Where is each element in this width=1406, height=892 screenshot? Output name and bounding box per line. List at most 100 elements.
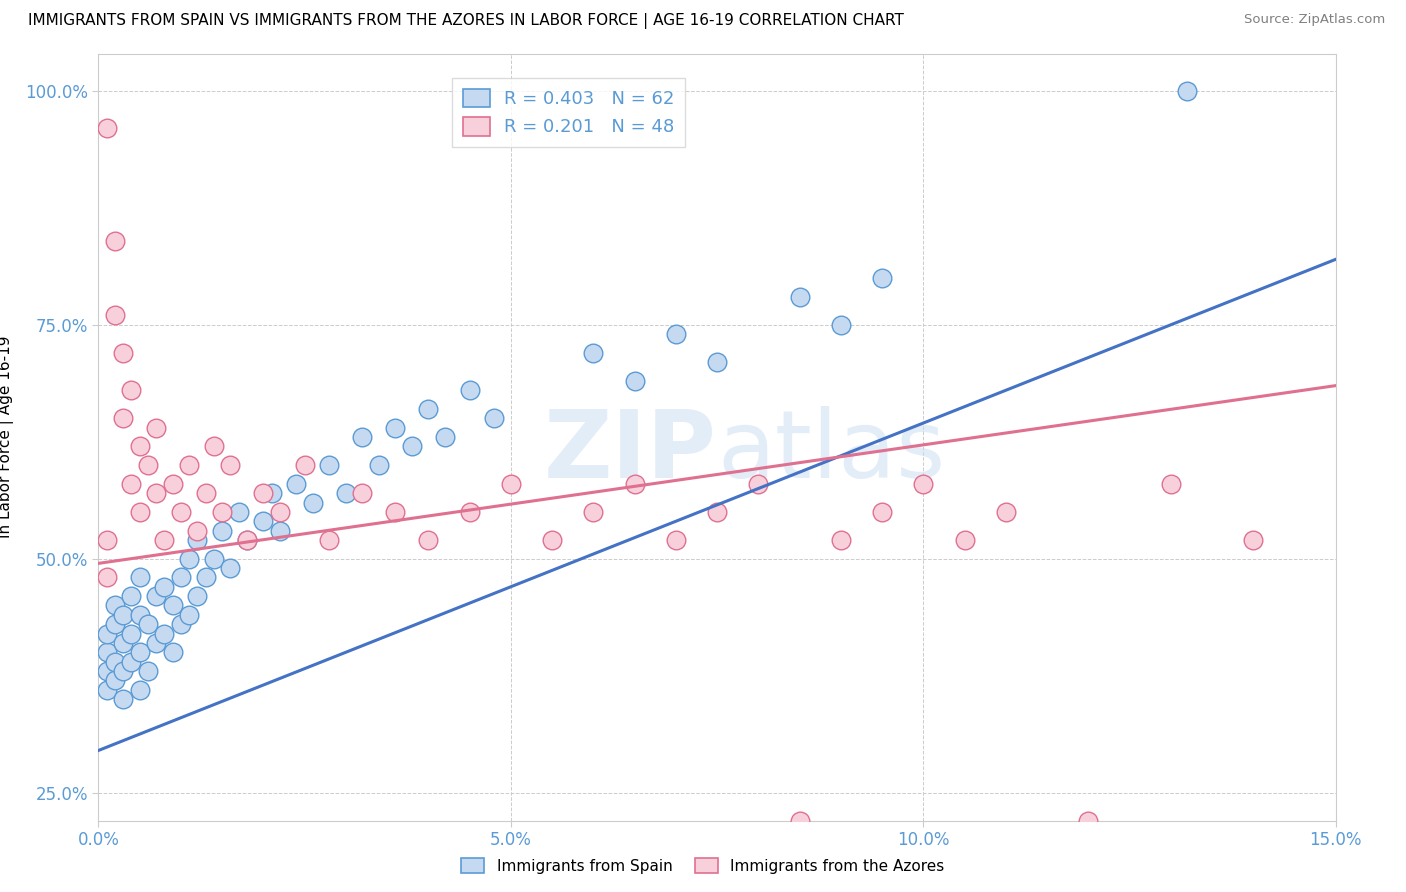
Point	[318, 458, 340, 472]
Point	[236, 533, 259, 547]
Point	[136, 664, 159, 678]
Point	[269, 524, 291, 538]
Point	[352, 486, 374, 500]
Point	[401, 439, 423, 453]
Point	[186, 589, 208, 603]
Point	[104, 655, 127, 669]
Text: ZIP: ZIP	[544, 407, 717, 499]
Point	[153, 533, 176, 547]
Point	[179, 607, 201, 622]
Point	[128, 570, 150, 584]
Point	[153, 580, 176, 594]
Point	[418, 402, 440, 417]
Point	[260, 486, 283, 500]
Point	[294, 458, 316, 472]
Point	[128, 505, 150, 519]
Point	[789, 814, 811, 828]
Point	[499, 476, 522, 491]
Point	[186, 533, 208, 547]
Point	[335, 486, 357, 500]
Point	[136, 617, 159, 632]
Point	[145, 636, 167, 650]
Point	[541, 533, 564, 547]
Point	[433, 430, 456, 444]
Point	[104, 617, 127, 632]
Point	[128, 439, 150, 453]
Point	[136, 458, 159, 472]
Point	[236, 533, 259, 547]
Point	[252, 514, 274, 528]
Point	[104, 599, 127, 613]
Point	[623, 476, 645, 491]
Point	[145, 486, 167, 500]
Point	[153, 626, 176, 640]
Point	[994, 505, 1017, 519]
Point	[582, 505, 605, 519]
Point	[367, 458, 389, 472]
Point	[384, 505, 406, 519]
Point	[318, 533, 340, 547]
Point	[252, 486, 274, 500]
Point	[96, 645, 118, 659]
Point	[170, 617, 193, 632]
Point	[145, 421, 167, 435]
Point	[747, 476, 769, 491]
Point	[162, 599, 184, 613]
Point	[458, 505, 481, 519]
Legend: R = 0.403   N = 62, R = 0.201   N = 48: R = 0.403 N = 62, R = 0.201 N = 48	[451, 78, 685, 147]
Point	[170, 505, 193, 519]
Point	[104, 673, 127, 688]
Point	[145, 589, 167, 603]
Point	[194, 570, 217, 584]
Point	[352, 430, 374, 444]
Point	[96, 682, 118, 697]
Point	[202, 439, 225, 453]
Point	[219, 561, 242, 575]
Point	[96, 626, 118, 640]
Point	[830, 318, 852, 332]
Point	[706, 355, 728, 369]
Point	[120, 384, 142, 398]
Point	[120, 589, 142, 603]
Point	[1175, 84, 1198, 98]
Point	[269, 505, 291, 519]
Point	[120, 655, 142, 669]
Y-axis label: In Labor Force | Age 16-19: In Labor Force | Age 16-19	[0, 335, 14, 539]
Point	[418, 533, 440, 547]
Point	[179, 458, 201, 472]
Point	[112, 664, 135, 678]
Text: Source: ZipAtlas.com: Source: ZipAtlas.com	[1244, 13, 1385, 27]
Point	[912, 476, 935, 491]
Point	[211, 505, 233, 519]
Point	[112, 692, 135, 706]
Point	[1160, 476, 1182, 491]
Point	[384, 421, 406, 435]
Point	[458, 384, 481, 398]
Point	[112, 411, 135, 425]
Point	[194, 486, 217, 500]
Point	[228, 505, 250, 519]
Point	[202, 551, 225, 566]
Text: atlas: atlas	[717, 407, 945, 499]
Point	[211, 524, 233, 538]
Point	[219, 458, 242, 472]
Point	[582, 346, 605, 360]
Point	[953, 533, 976, 547]
Point	[162, 476, 184, 491]
Point	[96, 664, 118, 678]
Point	[870, 271, 893, 285]
Point	[179, 551, 201, 566]
Point	[112, 636, 135, 650]
Point	[830, 533, 852, 547]
Point	[112, 607, 135, 622]
Point	[120, 476, 142, 491]
Point	[112, 346, 135, 360]
Point	[104, 234, 127, 248]
Point	[128, 682, 150, 697]
Point	[96, 121, 118, 136]
Point	[128, 645, 150, 659]
Point	[623, 374, 645, 388]
Point	[484, 411, 506, 425]
Point	[162, 645, 184, 659]
Point	[706, 505, 728, 519]
